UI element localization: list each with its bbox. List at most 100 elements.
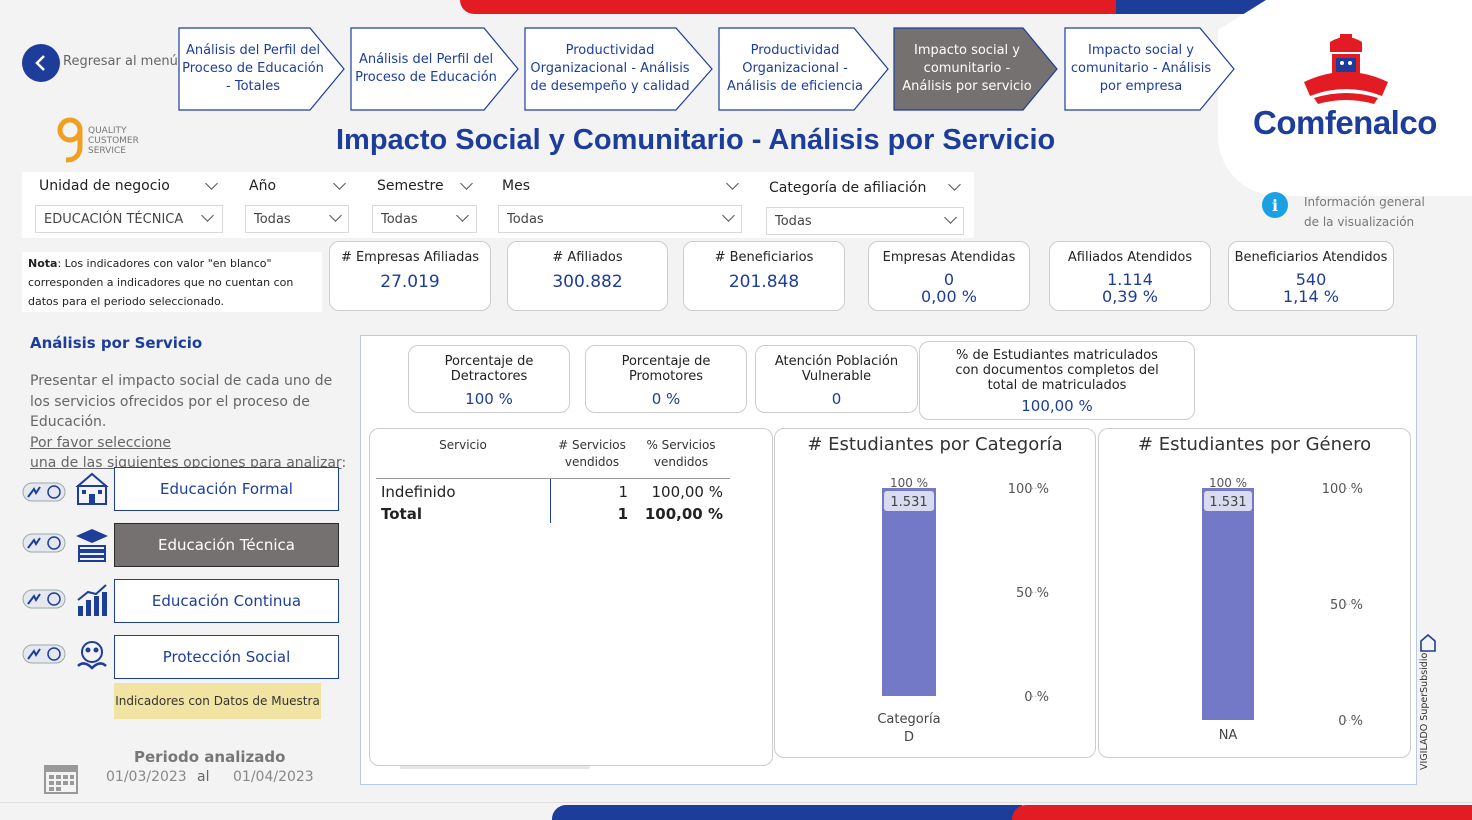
info-text[interactable]: Información general de la visualización: [1304, 192, 1425, 232]
tab-perfil-totales[interactable]: Análisis del Perfil del Proceso de Educa…: [178, 27, 346, 111]
y-tick-label: 100 %: [1008, 482, 1049, 497]
filter-unidad-label: Unidad de negocio: [39, 178, 170, 194]
tab-label: Impacto social y comunitario - Análisis …: [1070, 43, 1212, 94]
kpi-pct: 1,14 %: [1283, 287, 1339, 306]
kpi-afiliados: # Afiliados 300.882: [507, 241, 668, 311]
table-col-divider: [550, 479, 551, 523]
social-protection-icon: [77, 641, 107, 670]
table-total-label: Total: [381, 505, 422, 523]
bookmark-toggle-icon[interactable]: [22, 588, 66, 610]
desc-text: Presentar el impacto social de cada uno …: [30, 373, 333, 430]
kpi-empresas-afiliadas: # Empresas Afiliadas 27.019: [329, 241, 491, 311]
comfenalco-logo-icon: [1304, 34, 1388, 104]
educacion-continua-button[interactable]: Educación Continua: [114, 579, 339, 623]
kpi-beneficiarios-atendidos: Beneficiarios Atendidos 540 1,14 %: [1228, 241, 1394, 311]
chart-bar[interactable]: [1202, 488, 1254, 720]
proteccion-social-button[interactable]: Protección Social: [114, 635, 339, 679]
table-header-divider: [376, 478, 730, 479]
kpi-empresas-atendidas: Empresas Atendidas 0 0,00 %: [868, 241, 1030, 311]
kpi-label: # Empresas Afiliadas: [340, 250, 480, 265]
books-graduation-icon: [76, 529, 108, 562]
tab-desempeno-calidad[interactable]: Productividad Organizacional - Análisis …: [524, 27, 714, 111]
y-gridline-dots: ··: [1345, 484, 1351, 495]
mini-kpi-value: 0: [831, 390, 842, 408]
note-bold: Nota: [28, 257, 58, 270]
bookmark-toggle-icon[interactable]: [22, 532, 66, 554]
filter-unidad-select[interactable]: EDUCACIÓN TÉCNICA: [35, 205, 223, 233]
y-gridline-dots: ··: [1345, 716, 1351, 727]
table-scrollbar[interactable]: [400, 766, 590, 769]
left-panel-description: Presentar el impacto social de cada uno …: [30, 371, 350, 474]
kpi-value: 201.848: [728, 272, 800, 292]
desc-colon: :: [341, 455, 347, 471]
table-header-pct: % Servicios vendidos: [646, 438, 716, 469]
kpi-beneficiarios: # Beneficiarios 201.848: [683, 241, 845, 311]
mini-kpi-detractores: Porcentaje de Detractores 100 %: [408, 345, 570, 413]
tab-analisis-empresa[interactable]: Impacto social y comunitario - Análisis …: [1064, 27, 1236, 111]
y-tick-label: 50 %: [1016, 586, 1049, 601]
chart-genero-title: # Estudiantes por Género: [1137, 434, 1372, 455]
filter-anio-select[interactable]: Todas: [245, 205, 349, 233]
back-label[interactable]: Regresar al menú: [63, 54, 178, 69]
chart-categoria-title: # Estudiantes por Categoría: [807, 434, 1063, 455]
educacion-tecnica-button[interactable]: Educación Técnica: [114, 523, 339, 567]
y-gridline-dots: ··: [1031, 484, 1037, 495]
bar-value-label: 1.531: [1209, 495, 1246, 510]
chart-bar[interactable]: [882, 488, 936, 696]
bottom-rule: [0, 802, 1472, 803]
educacion-formal-button[interactable]: Educación Formal: [114, 467, 339, 511]
info-line: Información general: [1304, 195, 1425, 209]
y-gridline-dots: ··: [1031, 692, 1037, 703]
note-box: Nota: Los indicadores con valor "en blan…: [22, 252, 322, 312]
tab-analisis-servicio[interactable]: Impacto social y comunitario - Análisis …: [893, 27, 1059, 111]
page-title: Impacto Social y Comunitario - Análisis …: [336, 124, 1056, 156]
tab-label: Productividad Organizacional - Análisis …: [530, 43, 690, 94]
note-text: : Los indicadores con valor "en blanco" …: [28, 257, 294, 308]
left-panel-title: Análisis por Servicio: [30, 334, 203, 352]
filter-anio-label: Año: [249, 178, 277, 194]
period-sep: al: [197, 769, 210, 785]
filter-semestre-label: Semestre: [377, 178, 444, 194]
services-table-box: [369, 428, 773, 766]
filter-categoria-select[interactable]: Todas: [766, 207, 964, 235]
mini-kpi-value: 100 %: [465, 390, 513, 408]
tab-perfil-proceso[interactable]: Análisis del Perfil del Proceso de Educa…: [350, 27, 520, 111]
period-to: 01/04/2023: [233, 769, 314, 785]
kpi-pct: 0,00 %: [921, 287, 977, 306]
brand-name: Comfenalco: [1253, 104, 1437, 141]
y-tick-label: 0 %: [1338, 714, 1363, 729]
y-gridline-dots: ··: [1031, 588, 1037, 599]
table-total-pct: 100,00 %: [644, 505, 723, 523]
table-header-servicio: Servicio: [439, 438, 487, 452]
filter-unidad-value: EDUCACIÓN TÉCNICA: [44, 211, 184, 227]
kpi-value: 27.019: [380, 272, 440, 292]
y-gridline-dots: ··: [1345, 600, 1351, 611]
filter-mes-label: Mes: [502, 178, 530, 194]
tab-label: Análisis del Perfil del Proceso de Educa…: [355, 52, 497, 85]
bookmark-toggle-icon[interactable]: [22, 481, 66, 503]
tab-eficiencia[interactable]: Productividad Organizacional - Análisis …: [718, 27, 890, 111]
top-blue-stripe: [1116, 0, 1266, 14]
kpi-value: 540: [1295, 270, 1327, 289]
vigilado-text: VIGILADO SuperSubsidio: [1419, 652, 1430, 770]
kpi-value: 1.114: [1107, 270, 1153, 289]
bar-pct-label: 100 %: [1209, 476, 1247, 490]
back-button[interactable]: [22, 44, 60, 82]
period-from: 01/03/2023: [106, 769, 187, 785]
info-line: de la visualización: [1304, 215, 1415, 229]
quality-text: QUALITY CUSTOMER SERVICE: [88, 126, 139, 156]
filter-mes-select[interactable]: Todas: [498, 205, 742, 233]
mini-kpi-value: 0 %: [651, 390, 681, 408]
kpi-label: Beneficiarios Atendidos: [1234, 250, 1388, 265]
sample-data-note: Indicadores con Datos de Muestra: [114, 683, 321, 719]
bookmark-toggle-icon[interactable]: [22, 643, 66, 665]
x-category-label: D: [904, 730, 914, 745]
tab-label: Análisis del Perfil del Proceso de Educa…: [182, 43, 324, 94]
info-icon[interactable]: i: [1262, 192, 1288, 218]
filter-semestre-select[interactable]: Todas: [372, 205, 477, 233]
bar-value-label: 1.531: [890, 495, 927, 510]
kpi-label: Afiliados Atendidos: [1067, 250, 1193, 265]
mini-kpi-vulnerable: Atención Población Vulnerable 0: [755, 345, 918, 413]
bottom-red-stripe: [1012, 805, 1472, 820]
